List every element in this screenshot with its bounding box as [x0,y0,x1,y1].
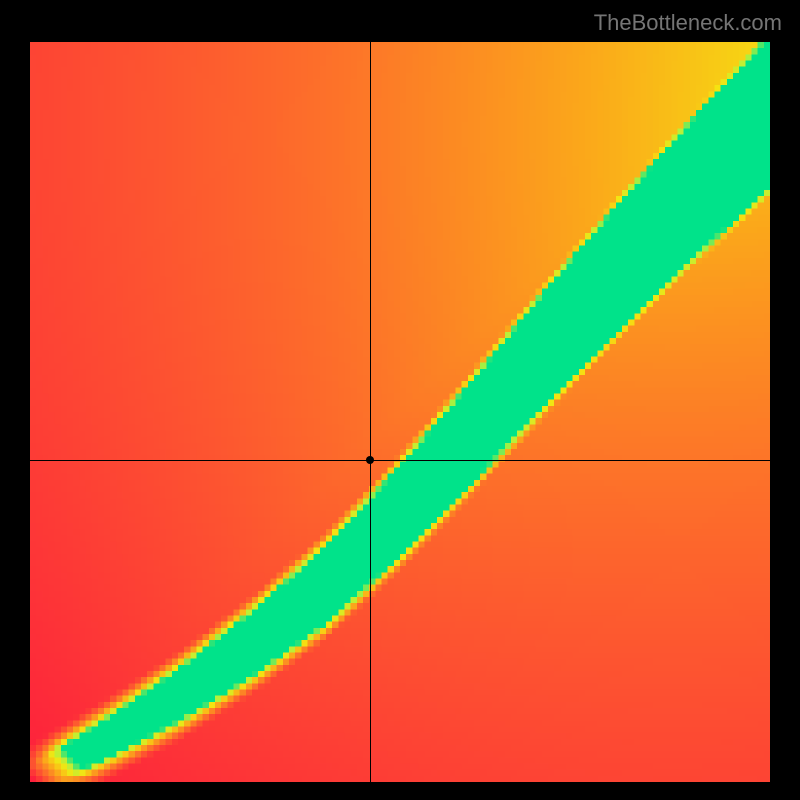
heatmap-canvas [30,42,770,782]
watermark: TheBottleneck.com [594,10,782,36]
crosshair-horizontal [30,460,770,461]
crosshair-vertical [370,42,371,782]
selected-data-point[interactable] [366,456,374,464]
heatmap-plot-area [30,42,770,782]
heatmap-canvas-wrap [30,42,770,782]
